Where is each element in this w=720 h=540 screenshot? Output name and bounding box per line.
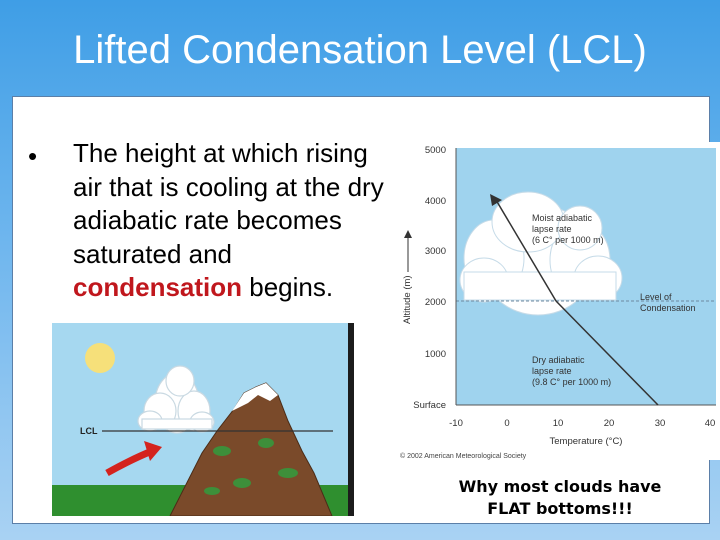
slide-title: Lifted Condensation Level (LCL) <box>73 28 647 72</box>
x-tick-40: 40 <box>705 418 716 429</box>
bullet-symbol: • <box>28 141 38 171</box>
y-tick-5000: 5000 <box>425 145 446 156</box>
y-axis-label: Altitude (m) <box>402 275 413 324</box>
bullet-highlight-word: condensation <box>73 272 243 302</box>
bullet-text-start: The height at which rising air that is c… <box>73 138 384 269</box>
mountain-lcl-illustration: LCL <box>52 323 354 516</box>
bullet-text: The height at which rising air that is c… <box>73 137 403 305</box>
x-tick-0: 0 <box>504 418 509 429</box>
x-axis-label: Temperature (°C) <box>550 436 623 447</box>
cloud-shape <box>137 365 215 434</box>
dry-label-line2: lapse rate <box>532 366 572 376</box>
condensation-label-line2: Condensation <box>640 303 696 313</box>
figure-edge <box>348 323 354 516</box>
caption-line2: FLAT bottoms!!! <box>487 499 633 518</box>
rising-air-arrowhead <box>144 441 162 461</box>
bullet-text-end: begins. <box>242 272 334 302</box>
x-tick-minus10: -10 <box>449 418 463 429</box>
x-tick-30: 30 <box>655 418 666 429</box>
y-tick-2000: 2000 <box>425 297 446 308</box>
altitude-arrowhead <box>404 230 412 238</box>
y-tick-surface: Surface <box>413 400 446 411</box>
dry-label-line1: Dry adiabatic <box>532 355 585 365</box>
lcl-lapse-rate-chart: Surface 1000 2000 3000 4000 5000 -10 0 1… <box>398 142 720 460</box>
y-tick-3000: 3000 <box>425 246 446 257</box>
caption-line1: Why most clouds have <box>458 477 662 496</box>
moist-adiabatic-line <box>495 199 557 302</box>
condensation-label-line1: Level of <box>640 292 672 302</box>
dry-label-line3: (9.8 C° per 1000 m) <box>532 377 611 387</box>
sun-icon <box>85 343 115 373</box>
chart-cloud <box>459 191 623 316</box>
caption: Why most clouds have FLAT bottoms!!! <box>448 476 672 520</box>
moist-label-line1: Moist adiabatic <box>532 213 593 223</box>
moist-label-line2: lapse rate <box>532 224 572 234</box>
y-tick-4000: 4000 <box>425 196 446 207</box>
moist-label-line3: (6 C° per 1000 m) <box>532 235 604 245</box>
y-tick-1000: 1000 <box>425 349 446 360</box>
lapse-rate-arrowhead <box>490 194 502 206</box>
lcl-label: LCL <box>80 426 98 436</box>
x-tick-10: 10 <box>553 418 564 429</box>
dry-adiabatic-line <box>555 300 659 406</box>
copyright-text: © 2002 American Meteorological Society <box>400 452 527 460</box>
mountain-vegetation <box>204 438 298 495</box>
snow-cap <box>232 383 278 411</box>
x-tick-20: 20 <box>604 418 615 429</box>
